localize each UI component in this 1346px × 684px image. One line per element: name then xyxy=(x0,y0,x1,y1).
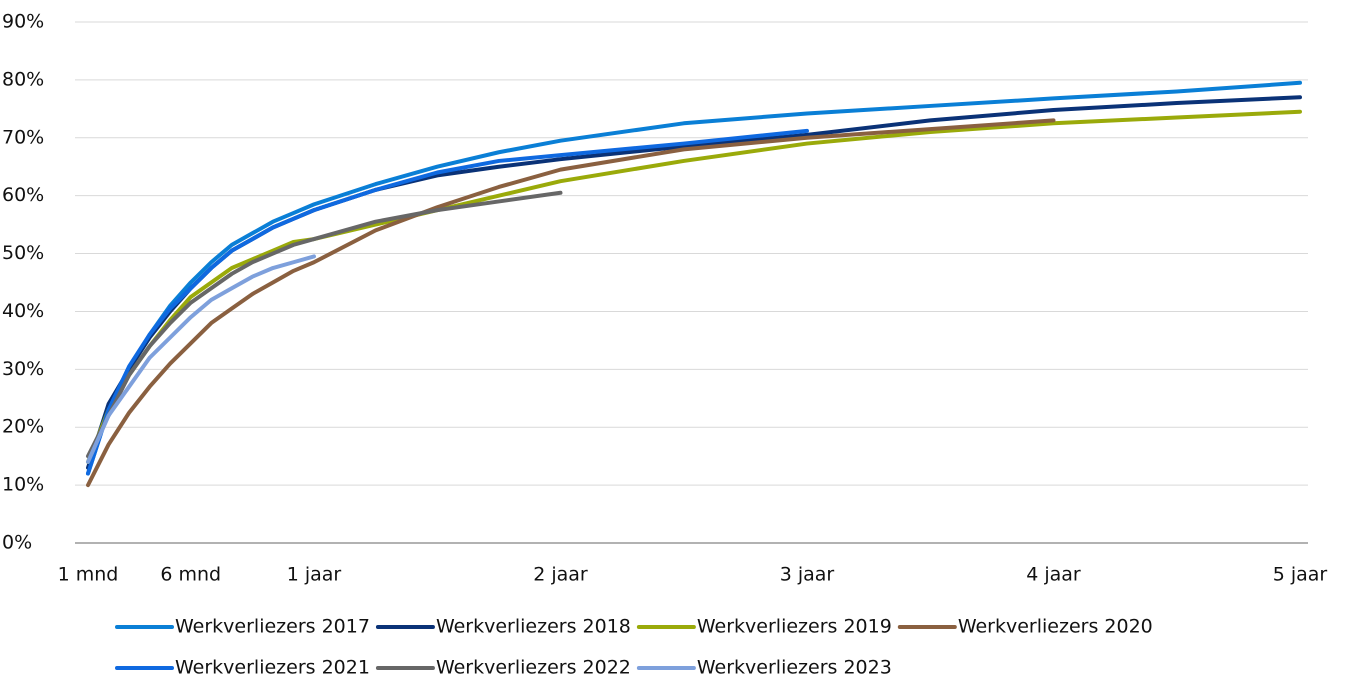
legend-label: Werkverliezers 2018 xyxy=(436,616,631,638)
y-tick-label: 40% xyxy=(2,300,44,322)
y-tick-label: 90% xyxy=(2,11,44,33)
legend-label: Werkverliezers 2023 xyxy=(697,657,892,679)
y-tick-label: 10% xyxy=(2,474,44,496)
legend-label: Werkverliezers 2022 xyxy=(436,657,631,679)
y-tick-label: 70% xyxy=(2,126,44,148)
x-tick-label: 4 jaar xyxy=(1026,564,1081,586)
legend-label: Werkverliezers 2021 xyxy=(175,657,370,679)
x-tick-label: 6 mnd xyxy=(160,564,221,586)
series-line xyxy=(86,254,316,464)
legend-label: Werkverliezers 2020 xyxy=(958,616,1153,638)
y-tick-label: 80% xyxy=(2,68,44,90)
x-tick-label: 1 jaar xyxy=(287,564,342,586)
series-line xyxy=(86,109,1302,464)
series-line xyxy=(86,190,563,459)
legend-label: Werkverliezers 2017 xyxy=(175,616,370,638)
x-tick-label: 2 jaar xyxy=(533,564,588,586)
series-line xyxy=(86,118,1056,488)
y-tick-label: 50% xyxy=(2,242,44,264)
y-tick-label: 60% xyxy=(2,184,44,206)
x-tick-label: 1 mnd xyxy=(58,564,119,586)
y-tick-label: 20% xyxy=(2,416,44,438)
y-tick-label: 0% xyxy=(2,532,32,554)
legend-label: Werkverliezers 2019 xyxy=(697,616,892,638)
x-tick-label: 5 jaar xyxy=(1273,564,1328,586)
series-line xyxy=(86,128,809,476)
x-tick-label: 3 jaar xyxy=(780,564,835,586)
y-tick-label: 30% xyxy=(2,358,44,380)
